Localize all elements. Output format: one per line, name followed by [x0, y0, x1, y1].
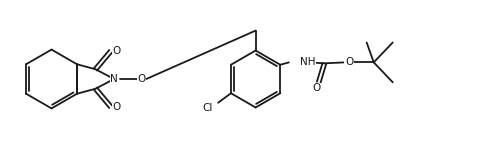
Text: O: O — [345, 57, 353, 67]
Text: O: O — [113, 102, 121, 112]
Text: N: N — [110, 74, 118, 84]
Text: O: O — [312, 83, 320, 94]
Text: NH: NH — [300, 57, 315, 67]
Text: Cl: Cl — [202, 103, 212, 113]
Text: O: O — [113, 46, 121, 56]
Text: O: O — [138, 74, 146, 84]
